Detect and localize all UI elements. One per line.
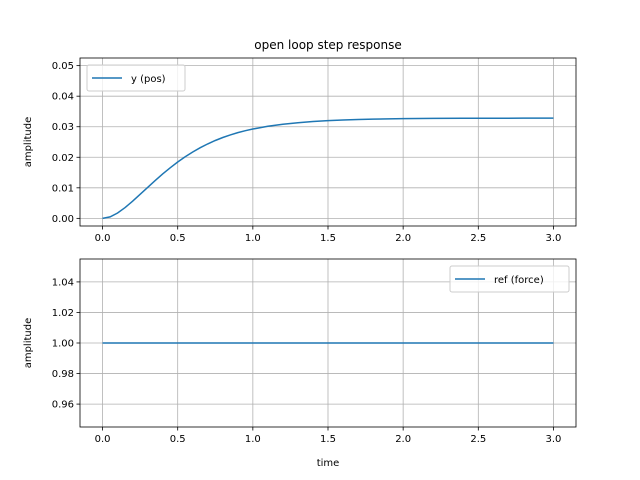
top-y-axis-label: amplitude — [23, 117, 34, 168]
series-line — [102, 117, 554, 220]
bottom-legend-label: ref (force) — [494, 275, 544, 286]
x-tick-label: 0.5 — [170, 434, 186, 445]
top-legend-frame — [86, 64, 186, 92]
top-legend-label: y (pos) — [131, 74, 166, 85]
bottom-ticks — [76, 281, 554, 431]
y-tick-label: 0.98 — [52, 369, 74, 380]
x-tick-label: 2.5 — [470, 233, 486, 244]
bottom-x-tick-labels: 0.0 0.5 1.0 1.5 2.0 2.5 3.0 — [95, 434, 562, 445]
top-legend: y (pos) — [86, 64, 186, 92]
bottom-y-tick-labels: 0.96 0.98 1.00 1.02 1.04 — [52, 277, 74, 410]
y-tick-label: 0.05 — [52, 61, 74, 72]
x-tick-label: 1.5 — [320, 434, 336, 445]
y-tick-label: 0.96 — [52, 400, 74, 411]
y-tick-label: 0.04 — [52, 92, 74, 103]
bottom-legend: ref (force) — [449, 265, 570, 293]
y-tick-label: 0.01 — [52, 183, 74, 194]
y-tick-label: 1.00 — [52, 339, 74, 350]
x-tick-label: 0.0 — [95, 434, 111, 445]
x-tick-label: 0.5 — [170, 233, 186, 244]
x-tick-label: 1.5 — [320, 233, 336, 244]
top-ticks — [76, 65, 554, 230]
top-subplot: open loop step response 0.0 0.5 1.0 1.5 2.0 2… — [23, 38, 577, 244]
x-axis-label: time — [317, 458, 340, 469]
y-tick-label: 1.02 — [52, 308, 74, 319]
top-plot-area — [102, 117, 554, 220]
x-tick-label: 2.0 — [395, 233, 411, 244]
bottom-legend-frame — [449, 265, 570, 293]
y-tick-label: 1.04 — [52, 277, 74, 288]
x-tick-label: 0.0 — [95, 233, 111, 244]
y-tick-label: 0.00 — [52, 214, 74, 225]
chart-title: open loop step response — [254, 38, 402, 52]
top-grid — [80, 58, 576, 226]
y-tick-label: 0.02 — [52, 153, 74, 164]
y-tick-label: 0.03 — [52, 122, 74, 133]
x-tick-label: 3.0 — [546, 434, 562, 445]
x-tick-label: 3.0 — [546, 233, 562, 244]
x-tick-label: 2.0 — [395, 434, 411, 445]
x-tick-label: 2.5 — [470, 434, 486, 445]
x-tick-label: 1.0 — [245, 434, 261, 445]
x-tick-label: 1.0 — [245, 233, 261, 244]
top-x-tick-labels: 0.0 0.5 1.0 1.5 2.0 2.5 3.0 — [95, 233, 562, 244]
bottom-subplot: 0.0 0.5 1.0 1.5 2.0 2.5 3.0 0.96 0.98 1.00 1.02 1.… — [23, 258, 577, 469]
top-y-tick-labels: 0.00 0.01 0.02 0.03 0.04 0.05 — [52, 61, 74, 225]
bottom-y-axis-label: amplitude — [23, 318, 34, 369]
